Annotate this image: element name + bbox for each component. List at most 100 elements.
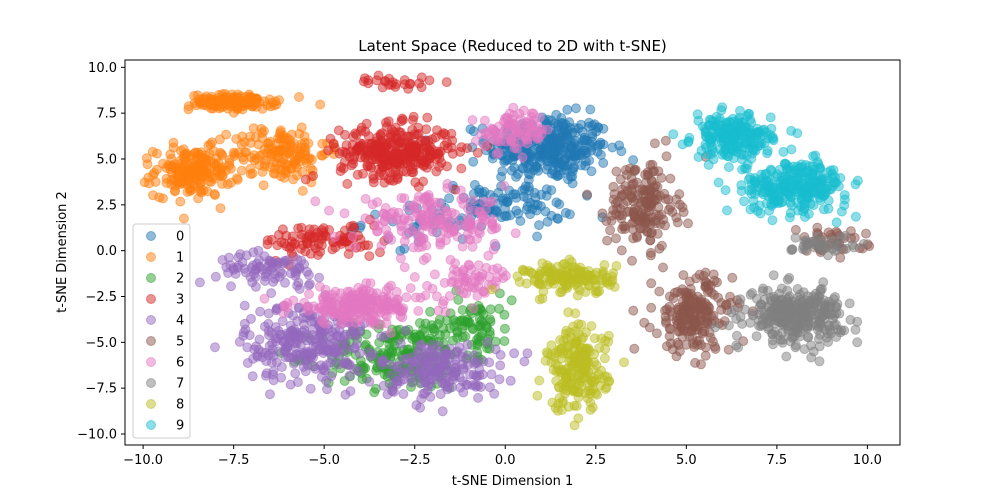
- data-point: [660, 220, 670, 231]
- legend-label: 0: [176, 230, 184, 245]
- data-point: [812, 324, 823, 335]
- data-point: [672, 318, 683, 329]
- data-point: [269, 268, 280, 279]
- data-point: [314, 281, 325, 292]
- data-point: [350, 305, 361, 316]
- data-point: [723, 162, 734, 173]
- data-point: [294, 128, 305, 139]
- data-point: [442, 178, 453, 189]
- data-point: [813, 334, 824, 344]
- data-point: [591, 360, 602, 371]
- data-point: [440, 129, 450, 140]
- data-point: [555, 287, 565, 298]
- data-point: [342, 178, 353, 189]
- data-point: [360, 193, 371, 204]
- data-point: [543, 114, 554, 125]
- data-point: [427, 226, 438, 237]
- data-point: [225, 163, 236, 174]
- data-point: [360, 126, 371, 137]
- data-point: [757, 319, 768, 330]
- data-point: [681, 339, 692, 350]
- data-point: [550, 270, 561, 281]
- data-point: [551, 109, 562, 120]
- data-point: [790, 232, 801, 243]
- data-point: [713, 177, 724, 188]
- data-point: [318, 362, 329, 373]
- data-point: [586, 321, 597, 331]
- data-point: [349, 342, 360, 353]
- data-point: [452, 231, 463, 242]
- data-point: [455, 382, 466, 393]
- data-point: [531, 205, 542, 216]
- data-point: [858, 238, 869, 249]
- data-point: [424, 357, 435, 368]
- x-tick-label: −2.5: [399, 453, 431, 468]
- data-point: [628, 207, 639, 218]
- data-point: [266, 288, 277, 299]
- data-point: [489, 388, 500, 399]
- data-point: [329, 297, 340, 308]
- data-point: [429, 269, 440, 280]
- data-point: [570, 358, 581, 369]
- data-point: [464, 214, 475, 225]
- data-point: [612, 203, 622, 214]
- data-point: [296, 229, 307, 240]
- data-point: [592, 389, 602, 400]
- data-point: [266, 327, 277, 338]
- data-point: [421, 252, 432, 263]
- data-point: [573, 413, 584, 424]
- data-point: [583, 385, 594, 396]
- data-point: [242, 358, 253, 368]
- data-point: [533, 165, 544, 176]
- data-point: [806, 352, 817, 363]
- data-point: [723, 344, 734, 355]
- data-point: [332, 346, 343, 357]
- data-point: [701, 142, 712, 153]
- data-point: [727, 272, 738, 283]
- data-point: [595, 139, 606, 150]
- data-point: [499, 180, 510, 191]
- data-point: [850, 324, 861, 335]
- data-point: [824, 321, 835, 331]
- data-point: [617, 184, 628, 195]
- data-point: [413, 128, 424, 139]
- data-point: [518, 105, 529, 116]
- data-point: [708, 127, 719, 138]
- data-point: [445, 254, 456, 265]
- data-point: [562, 104, 573, 115]
- data-point: [485, 304, 496, 315]
- data-point: [294, 145, 305, 156]
- data-point: [410, 292, 421, 303]
- data-point: [585, 104, 596, 115]
- data-point: [693, 152, 704, 162]
- data-point: [381, 138, 392, 149]
- data-point: [419, 326, 430, 337]
- data-point: [509, 348, 520, 359]
- data-point: [200, 150, 211, 161]
- data-point: [812, 222, 823, 233]
- data-point: [762, 145, 773, 156]
- data-point: [317, 305, 328, 316]
- data-point: [499, 336, 510, 347]
- data-point: [787, 244, 798, 255]
- data-point: [647, 176, 657, 187]
- data-point: [791, 304, 801, 315]
- data-point: [399, 236, 410, 247]
- data-point: [306, 316, 316, 327]
- data-point: [474, 184, 485, 195]
- data-point: [754, 309, 765, 320]
- axes-frame: [124, 59, 901, 446]
- data-point: [690, 357, 701, 368]
- data-point: [482, 337, 493, 348]
- data-point: [738, 141, 749, 152]
- series-8: [487, 254, 629, 431]
- data-point: [605, 225, 616, 236]
- data-point: [474, 370, 485, 381]
- data-point: [221, 129, 232, 140]
- data-point: [782, 306, 793, 317]
- data-point: [802, 239, 813, 250]
- data-point: [560, 127, 571, 137]
- data-point: [736, 186, 747, 196]
- data-point: [179, 172, 190, 183]
